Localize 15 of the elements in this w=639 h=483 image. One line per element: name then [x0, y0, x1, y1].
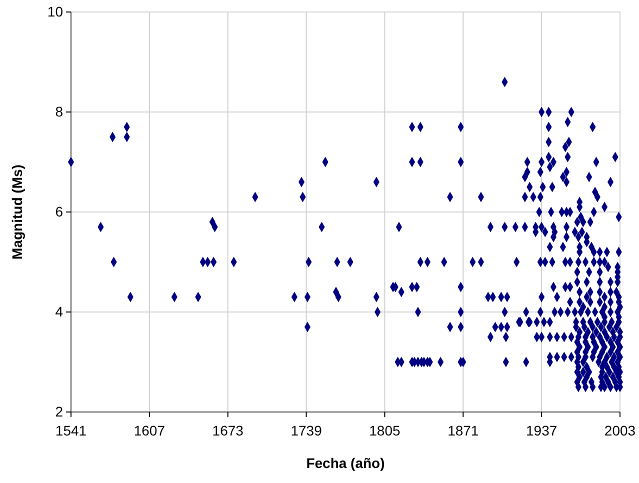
- x-tick-label: 1937: [526, 422, 558, 438]
- x-tick-label: 1805: [369, 422, 400, 438]
- x-tick-label: 2003: [604, 422, 636, 438]
- y-tick-label: 10: [47, 3, 64, 20]
- x-tick-label: 1673: [212, 422, 244, 438]
- y-tick-label: 2: [55, 403, 64, 420]
- x-axis-title: Fecha (año): [306, 455, 385, 471]
- x-tick-label: 1739: [290, 422, 322, 438]
- y-axis-title: Magnitud (Ms): [9, 164, 25, 260]
- y-tick-label: 4: [55, 303, 64, 320]
- x-tick-label: 1541: [55, 422, 87, 438]
- x-tick-label: 1607: [134, 422, 166, 438]
- y-tick-label: 8: [55, 103, 64, 120]
- y-tick-label: 6: [55, 203, 64, 220]
- x-tick-label: 1871: [448, 422, 479, 438]
